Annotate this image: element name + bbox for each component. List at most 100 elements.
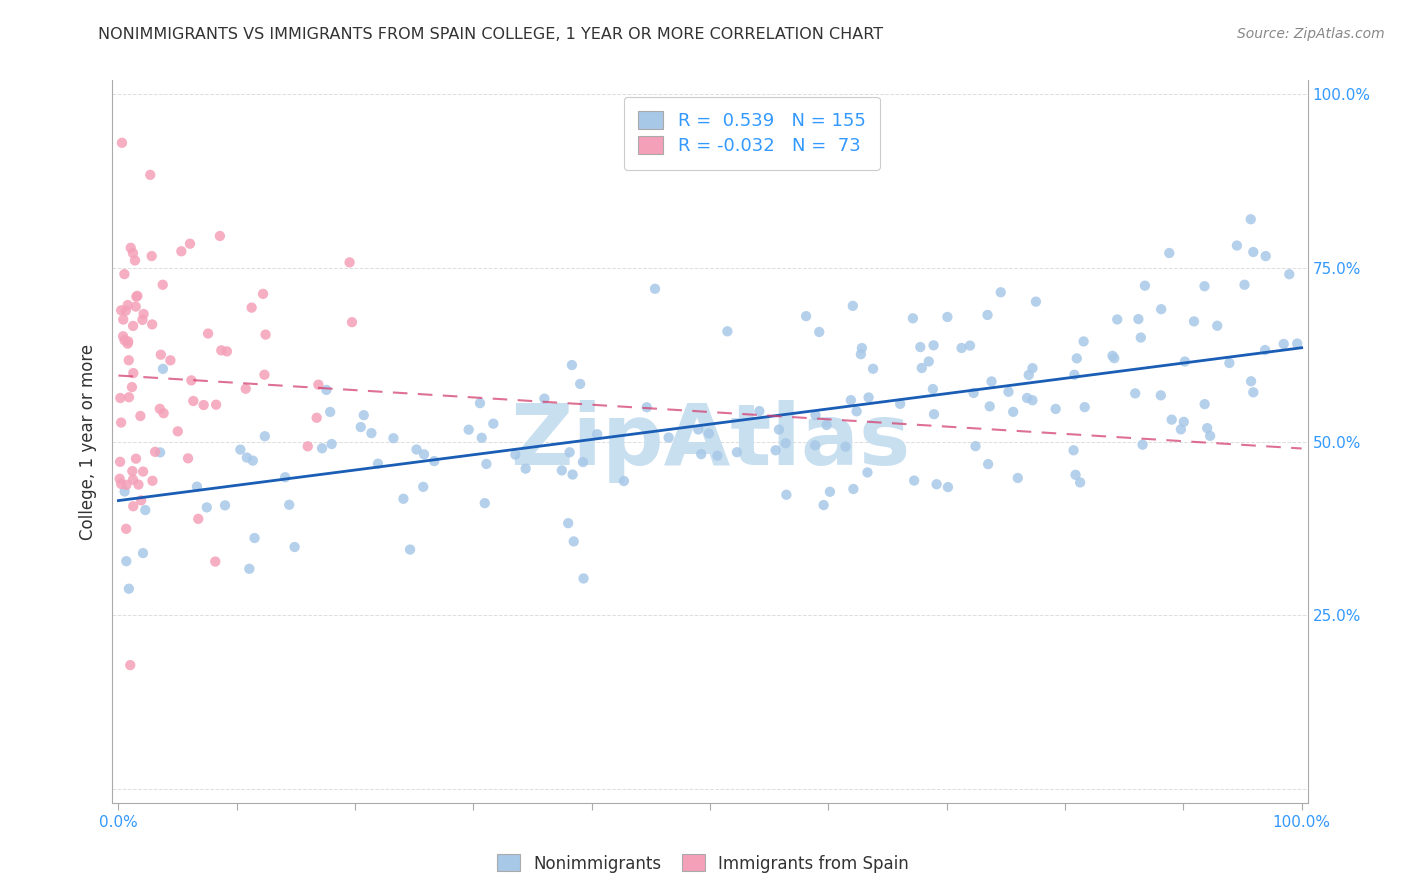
Point bbox=[187, 512, 209, 526]
Point bbox=[1218, 356, 1240, 370]
Point bbox=[1160, 412, 1182, 426]
Point bbox=[122, 473, 145, 487]
Point bbox=[950, 341, 973, 355]
Point bbox=[1132, 438, 1154, 452]
Point bbox=[195, 500, 218, 515]
Point bbox=[1133, 278, 1156, 293]
Point bbox=[1199, 429, 1222, 443]
Point bbox=[1015, 391, 1038, 405]
Point bbox=[471, 431, 494, 445]
Point bbox=[118, 582, 141, 596]
Point bbox=[1241, 385, 1264, 400]
Point bbox=[152, 362, 174, 376]
Point bbox=[1066, 351, 1088, 366]
Point bbox=[197, 326, 219, 341]
Point bbox=[204, 555, 226, 569]
Point bbox=[350, 420, 373, 434]
Point bbox=[129, 493, 152, 508]
Point bbox=[808, 325, 831, 339]
Point bbox=[149, 445, 172, 459]
Point bbox=[688, 422, 710, 436]
Point bbox=[903, 474, 925, 488]
Point bbox=[319, 405, 342, 419]
Legend: R =  0.539   N = 155, R = -0.032   N =  73: R = 0.539 N = 155, R = -0.032 N = 73 bbox=[624, 96, 880, 169]
Point bbox=[980, 375, 1002, 389]
Point bbox=[862, 361, 884, 376]
Point bbox=[110, 303, 132, 318]
Point bbox=[572, 571, 595, 585]
Point bbox=[557, 516, 579, 531]
Point bbox=[115, 554, 138, 568]
Point bbox=[911, 361, 934, 376]
Point bbox=[254, 327, 277, 342]
Point bbox=[1206, 318, 1229, 333]
Point bbox=[115, 522, 138, 536]
Point bbox=[132, 465, 155, 479]
Point bbox=[858, 391, 880, 405]
Point bbox=[360, 426, 382, 441]
Point bbox=[1159, 246, 1181, 260]
Point bbox=[121, 464, 143, 478]
Point bbox=[1018, 368, 1040, 382]
Point bbox=[141, 249, 163, 263]
Point bbox=[533, 392, 555, 406]
Point bbox=[115, 478, 138, 492]
Point bbox=[1107, 312, 1129, 326]
Point bbox=[180, 373, 202, 387]
Point bbox=[613, 474, 636, 488]
Point bbox=[1272, 337, 1295, 351]
Point bbox=[1241, 245, 1264, 260]
Point bbox=[1073, 400, 1095, 414]
Point bbox=[921, 382, 943, 396]
Point bbox=[127, 477, 149, 491]
Point bbox=[1002, 405, 1025, 419]
Point bbox=[181, 394, 204, 409]
Point bbox=[1073, 334, 1095, 349]
Point bbox=[925, 477, 948, 491]
Point bbox=[748, 404, 770, 418]
Point bbox=[1021, 393, 1043, 408]
Point bbox=[725, 445, 748, 459]
Point bbox=[1025, 294, 1047, 309]
Point bbox=[768, 423, 790, 437]
Point bbox=[1069, 475, 1091, 490]
Point bbox=[120, 658, 142, 673]
Point bbox=[561, 358, 583, 372]
Point bbox=[253, 368, 276, 382]
Point bbox=[307, 377, 329, 392]
Point bbox=[1233, 277, 1256, 292]
Point bbox=[834, 440, 856, 454]
Point bbox=[129, 409, 152, 423]
Point bbox=[215, 344, 238, 359]
Point bbox=[765, 443, 787, 458]
Point bbox=[124, 253, 146, 268]
Text: ZipAtlas: ZipAtlas bbox=[510, 400, 910, 483]
Point bbox=[149, 401, 172, 416]
Point bbox=[122, 500, 145, 514]
Point bbox=[118, 390, 141, 404]
Point bbox=[152, 406, 174, 420]
Point bbox=[134, 503, 156, 517]
Point bbox=[238, 562, 260, 576]
Point bbox=[1150, 302, 1173, 317]
Point bbox=[120, 241, 142, 255]
Point bbox=[1194, 397, 1216, 411]
Point bbox=[889, 397, 911, 411]
Point bbox=[515, 461, 537, 475]
Point bbox=[457, 423, 479, 437]
Point bbox=[243, 531, 266, 545]
Point bbox=[922, 407, 945, 421]
Point bbox=[818, 484, 841, 499]
Point bbox=[842, 299, 865, 313]
Point bbox=[121, 380, 143, 394]
Point bbox=[112, 312, 135, 326]
Point bbox=[558, 445, 581, 459]
Point bbox=[794, 309, 817, 323]
Point bbox=[242, 453, 264, 467]
Point bbox=[193, 398, 215, 412]
Point bbox=[936, 310, 959, 324]
Point bbox=[139, 168, 162, 182]
Point bbox=[278, 498, 301, 512]
Point bbox=[108, 455, 131, 469]
Point bbox=[1123, 386, 1146, 401]
